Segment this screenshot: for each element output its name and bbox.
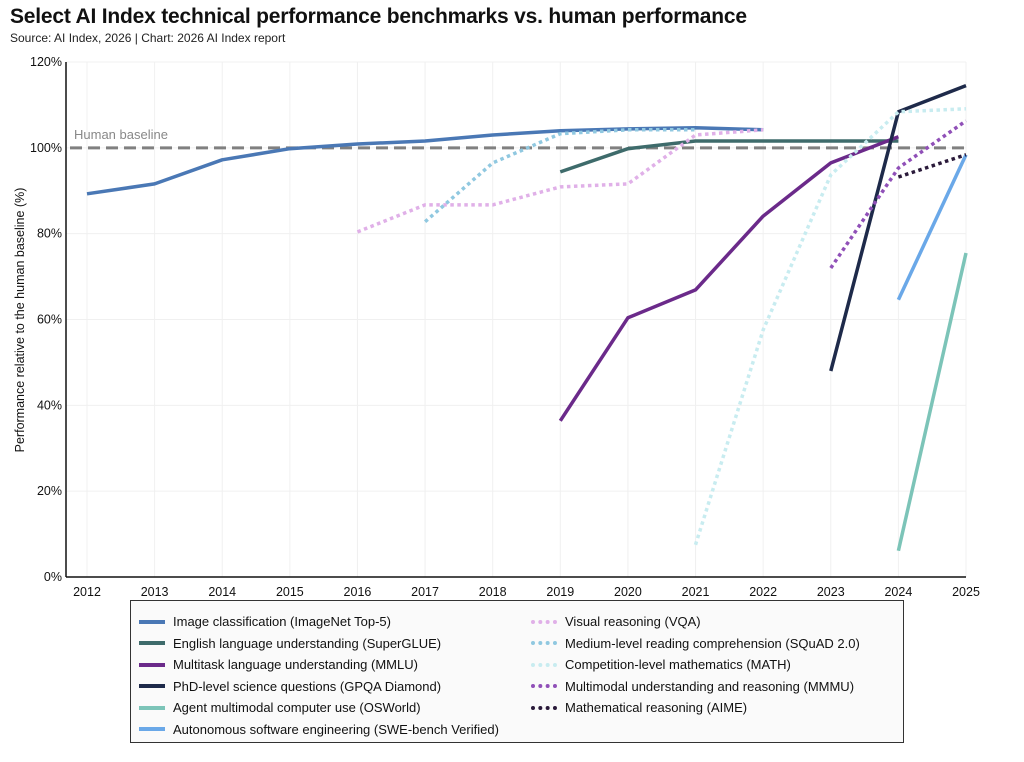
legend-item: Mathematical reasoning (AIME)	[531, 697, 860, 719]
x-tick-label: 2021	[682, 585, 710, 599]
y-tick-label: 100%	[30, 141, 62, 155]
series-line-multitask-language-understanding-mmlu	[558, 135, 900, 422]
series-line-english-language-understanding-superglue	[559, 139, 899, 174]
legend-swatch-phd-level-science-questions-gpqa-diamond	[139, 684, 165, 689]
series-line-mathematical-reasoning-aime	[897, 153, 967, 179]
legend-label: Autonomous software engineering (SWE-ben…	[173, 721, 499, 737]
legend-label: Competition-level mathematics (MATH)	[565, 657, 791, 673]
series-line-autonomous-software-engineering-swe-bench-verified	[896, 153, 968, 301]
x-tick-label: 2012	[73, 585, 101, 599]
legend-swatch-english-language-understanding-superglue	[139, 641, 165, 646]
legend-swatch-multitask-language-understanding-mmlu	[139, 662, 165, 667]
legend-item: Competition-level mathematics (MATH)	[531, 654, 860, 676]
legend-label: Visual reasoning (VQA)	[565, 614, 701, 630]
legend-label: PhD-level science questions (GPQA Diamon…	[173, 678, 442, 694]
y-tick-label: 0%	[44, 570, 62, 584]
chart-title: Select AI Index technical performance be…	[10, 5, 747, 28]
y-tick-label: 120%	[30, 55, 62, 69]
chart-subtitle: Source: AI Index, 2026 | Chart: 2026 AI …	[10, 31, 286, 45]
legend-item: Medium-level reading comprehension (SQuA…	[531, 633, 860, 655]
legend-swatch-mathematical-reasoning-aime	[531, 705, 557, 710]
y-tick-label: 40%	[37, 398, 62, 412]
x-tick-label: 2023	[817, 585, 845, 599]
legend-swatch-multimodal-understanding-and-reasoning-mmmu	[531, 684, 557, 689]
x-tick-label: 2015	[276, 585, 304, 599]
x-tick-label: 2025	[952, 585, 980, 599]
legend-item: Agent multimodal computer use (OSWorld)	[139, 697, 499, 719]
series-line-agent-multimodal-computer-use-osworld	[896, 252, 968, 552]
legend-swatch-autonomous-software-engineering-swe-bench-verified	[139, 727, 165, 732]
x-tick-label: 2020	[614, 585, 642, 599]
legend-label: Image classification (ImageNet Top-5)	[173, 614, 391, 630]
legend-swatch-image-classification-imagenet-top-5	[139, 619, 165, 624]
legend-item: Visual reasoning (VQA)	[531, 611, 860, 633]
x-tick-label: 2018	[479, 585, 507, 599]
human-baseline-label: Human baseline	[74, 127, 168, 142]
y-tick-label: 20%	[37, 484, 62, 498]
legend-item: Autonomous software engineering (SWE-ben…	[139, 719, 499, 741]
series-line-visual-reasoning-vqa	[356, 128, 764, 234]
legend-label: Multimodal understanding and reasoning (…	[565, 678, 855, 694]
legend-swatch-agent-multimodal-computer-use-osworld	[139, 705, 165, 710]
line-chart: Human baseline 2012 2013 2014 2015 2016 2017 2…	[13, 55, 980, 599]
x-tick-label: 2013	[141, 585, 169, 599]
legend-label: English language understanding (SuperGLU…	[173, 635, 442, 651]
y-axis-label: Performance relative to the human baseli…	[13, 188, 27, 453]
legend-swatch-visual-reasoning-vqa	[531, 619, 557, 624]
legend-label: Multitask language understanding (MMLU)	[173, 657, 418, 673]
y-tick-label: 60%	[37, 313, 62, 327]
legend-item: Multimodal understanding and reasoning (…	[531, 676, 860, 698]
legend-label: Medium-level reading comprehension (SQuA…	[565, 635, 860, 651]
series-line-medium-level-reading-comprehension-squad-2-0	[423, 128, 696, 224]
x-tick-label: 2024	[884, 585, 912, 599]
x-tick-label: 2022	[749, 585, 777, 599]
legend-item: PhD-level science questions (GPQA Diamon…	[139, 676, 499, 698]
x-tick-label: 2017	[411, 585, 439, 599]
y-tick-label: 80%	[37, 227, 62, 241]
legend-item: Multitask language understanding (MMLU)	[139, 654, 499, 676]
legend-item: Image classification (ImageNet Top-5)	[139, 611, 499, 633]
legend-swatch-medium-level-reading-comprehension-squad-2-0	[531, 641, 557, 646]
legend-label: Mathematical reasoning (AIME)	[565, 700, 748, 716]
series-line-phd-level-science-questions-gpqa-diamond	[829, 83, 967, 372]
x-tick-label: 2016	[344, 585, 372, 599]
legend-label: Agent multimodal computer use (OSWorld)	[173, 700, 421, 716]
x-tick-label: 2019	[546, 585, 574, 599]
legend: Image classification (ImageNet Top-5) Eng…	[130, 600, 904, 743]
legend-item: English language understanding (SuperGLU…	[139, 633, 499, 655]
x-tick-label: 2014	[208, 585, 236, 599]
series-line-multimodal-understanding-and-reasoning-mmmu	[829, 119, 968, 269]
legend-swatch-competition-level-mathematics-math	[531, 662, 557, 667]
series-line-competition-level-mathematics-math	[693, 107, 967, 546]
